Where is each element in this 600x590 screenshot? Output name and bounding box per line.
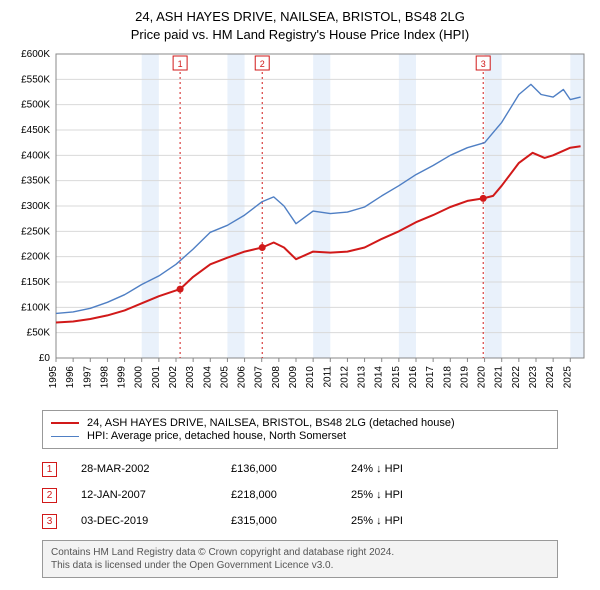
svg-text:£300K: £300K [21, 201, 50, 212]
sale-marker: 3 [42, 514, 57, 529]
sale-price: £315,000 [231, 515, 351, 527]
title-line-2: Price paid vs. HM Land Registry's House … [0, 26, 600, 44]
svg-text:2022: 2022 [511, 366, 522, 389]
footer-line-2: This data is licensed under the Open Gov… [51, 559, 549, 572]
svg-text:2009: 2009 [288, 366, 299, 389]
svg-text:2018: 2018 [442, 366, 453, 389]
svg-text:£150K: £150K [21, 277, 50, 288]
sale-marker: 1 [42, 462, 57, 477]
legend: 24, ASH HAYES DRIVE, NAILSEA, BRISTOL, B… [42, 410, 558, 449]
title-block: 24, ASH HAYES DRIVE, NAILSEA, BRISTOL, B… [0, 0, 600, 43]
svg-text:£600K: £600K [21, 49, 50, 60]
legend-label: HPI: Average price, detached house, Nort… [87, 430, 346, 442]
sale-price: £218,000 [231, 489, 351, 501]
svg-text:2019: 2019 [459, 366, 470, 389]
svg-text:2025: 2025 [562, 366, 573, 389]
svg-text:2007: 2007 [254, 366, 265, 389]
legend-swatch [51, 422, 79, 424]
svg-text:2020: 2020 [477, 366, 488, 389]
svg-text:£400K: £400K [21, 150, 50, 161]
svg-text:2008: 2008 [271, 366, 282, 389]
footer-line-1: Contains HM Land Registry data © Crown c… [51, 546, 549, 559]
svg-text:£500K: £500K [21, 100, 50, 111]
legend-swatch [51, 436, 79, 437]
svg-text:2002: 2002 [168, 366, 179, 389]
svg-text:2023: 2023 [528, 366, 539, 389]
attribution-footer: Contains HM Land Registry data © Crown c… [42, 540, 558, 578]
page-root: 24, ASH HAYES DRIVE, NAILSEA, BRISTOL, B… [0, 0, 600, 590]
svg-text:1996: 1996 [65, 366, 76, 389]
sales-table: 128-MAR-2002£136,00024% ↓ HPI212-JAN-200… [42, 456, 558, 534]
svg-text:2005: 2005 [219, 366, 230, 389]
sale-row: 128-MAR-2002£136,00024% ↓ HPI [42, 456, 558, 482]
svg-text:2024: 2024 [545, 366, 556, 389]
sale-row: 303-DEC-2019£315,00025% ↓ HPI [42, 508, 558, 534]
svg-text:2015: 2015 [391, 366, 402, 389]
svg-text:£250K: £250K [21, 226, 50, 237]
svg-text:£350K: £350K [21, 176, 50, 187]
legend-label: 24, ASH HAYES DRIVE, NAILSEA, BRISTOL, B… [87, 417, 455, 429]
sale-marker: 2 [42, 488, 57, 503]
sale-hpi-diff: 25% ↓ HPI [351, 515, 471, 527]
svg-text:2001: 2001 [151, 366, 162, 389]
svg-text:£100K: £100K [21, 302, 50, 313]
sale-row: 212-JAN-2007£218,00025% ↓ HPI [42, 482, 558, 508]
sale-price: £136,000 [231, 463, 351, 475]
svg-text:£450K: £450K [21, 125, 50, 136]
svg-text:2011: 2011 [322, 366, 333, 388]
svg-text:2021: 2021 [494, 366, 505, 389]
svg-text:£550K: £550K [21, 74, 50, 85]
svg-text:2010: 2010 [305, 366, 316, 389]
svg-text:2006: 2006 [237, 366, 248, 389]
svg-text:2000: 2000 [134, 366, 145, 389]
sale-hpi-diff: 24% ↓ HPI [351, 463, 471, 475]
svg-text:£200K: £200K [21, 252, 50, 263]
svg-text:£0: £0 [39, 353, 51, 364]
price-chart: £0 £50K £100K £150K £200K £250K £300K £350K £400… [10, 48, 590, 398]
svg-text:2: 2 [260, 59, 265, 69]
title-line-1: 24, ASH HAYES DRIVE, NAILSEA, BRISTOL, B… [0, 8, 600, 26]
svg-text:1997: 1997 [82, 366, 93, 389]
svg-text:2016: 2016 [408, 366, 419, 389]
svg-text:3: 3 [481, 59, 486, 69]
sale-date: 12-JAN-2007 [57, 489, 231, 501]
svg-text:2003: 2003 [185, 366, 196, 389]
sale-date: 03-DEC-2019 [57, 515, 231, 527]
svg-text:2014: 2014 [374, 366, 385, 389]
svg-text:1999: 1999 [117, 366, 128, 389]
svg-text:£50K: £50K [27, 328, 51, 339]
svg-text:1998: 1998 [99, 366, 110, 389]
legend-item: HPI: Average price, detached house, Nort… [51, 430, 549, 442]
svg-text:2013: 2013 [357, 366, 368, 389]
legend-item: 24, ASH HAYES DRIVE, NAILSEA, BRISTOL, B… [51, 417, 549, 429]
sale-date: 28-MAR-2002 [57, 463, 231, 475]
svg-text:2017: 2017 [425, 366, 436, 389]
svg-text:1995: 1995 [48, 366, 59, 389]
chart-svg: £0 £50K £100K £150K £200K £250K £300K £350K £400… [10, 48, 590, 398]
svg-text:2004: 2004 [202, 366, 213, 389]
sale-hpi-diff: 25% ↓ HPI [351, 489, 471, 501]
svg-text:1: 1 [178, 59, 183, 69]
svg-text:2012: 2012 [339, 366, 350, 389]
